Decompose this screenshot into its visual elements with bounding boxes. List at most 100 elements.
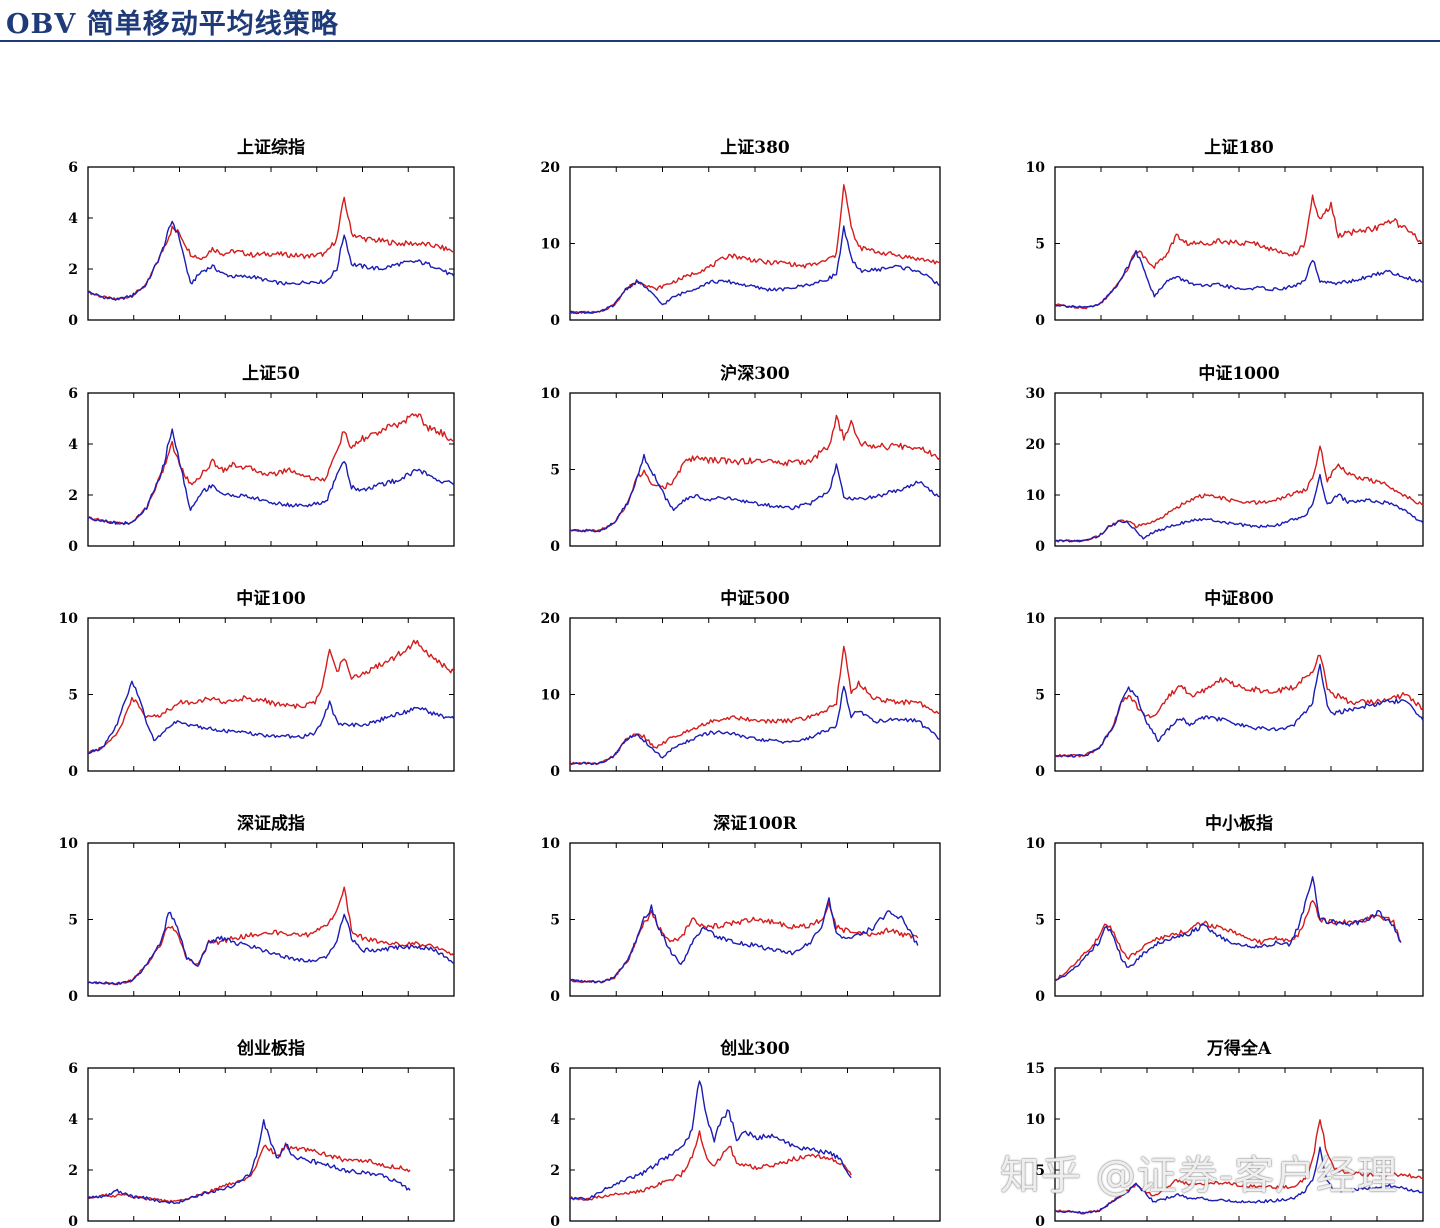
series-line-red <box>570 184 941 314</box>
y-tick-label: 20 <box>541 611 561 627</box>
chart-panel: 上证综指 0 2 4 6 <box>68 137 455 329</box>
series-line-red <box>1054 445 1424 543</box>
watermark: 知乎 @证券-客户经理 <box>1000 1153 1399 1199</box>
y-tick-label: 0 <box>1035 539 1045 555</box>
series-line-blue <box>569 453 941 533</box>
y-tick-label: 0 <box>1035 1214 1045 1228</box>
y-tick-label: 10 <box>541 688 561 704</box>
series-line-red <box>569 1130 852 1201</box>
chart-title: 中小板指 <box>1205 813 1273 834</box>
y-tick-label: 0 <box>550 313 560 329</box>
chart-panel: 中证500 0 10 20 <box>541 588 941 780</box>
y-tick-label: 4 <box>68 437 78 453</box>
chart-title: 中证800 <box>1204 588 1274 609</box>
plot-frame <box>1054 842 1424 997</box>
plot-frame <box>569 1067 941 1222</box>
series-line-red <box>1054 194 1424 310</box>
chart-title: 中证100 <box>236 588 306 609</box>
y-tick-label: 5 <box>68 913 78 929</box>
chart-title: 沪深300 <box>720 363 790 384</box>
chart-panel: 上证50 0 2 4 6 <box>68 364 455 555</box>
y-tick-label: 4 <box>68 1112 78 1128</box>
chart-panel: 创业板指 0 2 4 6 <box>68 1038 455 1228</box>
chart-panel: 上证380 0 10 20 <box>541 138 941 329</box>
series-line-blue <box>87 680 455 754</box>
series-line-red <box>1054 900 1402 983</box>
series-line-blue <box>1054 473 1424 543</box>
series-line-blue <box>87 911 455 986</box>
chart-title: 中证1000 <box>1198 363 1279 384</box>
plot-frame <box>569 617 941 772</box>
chart-panel: 中小板指 0 5 10 <box>1026 813 1424 1005</box>
chart-title: 深证成指 <box>237 813 305 834</box>
y-tick-label: 20 <box>541 160 561 176</box>
series-line-red <box>1054 654 1424 758</box>
y-tick-label: 2 <box>68 262 78 278</box>
chart-panel: 中证1000 0 10 20 30 <box>1026 363 1424 555</box>
y-tick-label: 5 <box>68 688 78 704</box>
plot-frame <box>87 392 455 547</box>
y-tick-label: 10 <box>1026 611 1046 627</box>
y-tick-label: 15 <box>1026 1061 1045 1077</box>
y-tick-label: 10 <box>1026 836 1046 852</box>
series-line-red <box>88 413 455 525</box>
y-tick-label: 6 <box>68 386 78 402</box>
y-tick-label: 20 <box>1026 437 1046 453</box>
y-tick-label: 30 <box>1026 386 1046 402</box>
chart-title: 上证380 <box>720 138 790 158</box>
y-tick-label: 10 <box>541 836 561 852</box>
y-tick-label: 0 <box>550 764 560 780</box>
y-tick-label: 0 <box>1035 989 1045 1005</box>
chart-title: 万得全A <box>1206 1038 1272 1059</box>
y-tick-label: 0 <box>550 989 560 1005</box>
chart-panel: 深证100R 0 5 10 <box>541 813 941 1005</box>
y-tick-label: 0 <box>68 989 78 1005</box>
series-line-red <box>1054 1119 1424 1215</box>
y-tick-label: 10 <box>541 237 561 253</box>
chart-panel: 中证800 0 5 10 <box>1026 588 1424 780</box>
plot-frame <box>569 166 941 321</box>
series-line-red <box>569 902 919 984</box>
y-tick-label: 10 <box>59 836 79 852</box>
series-line-blue <box>87 1119 411 1205</box>
series-line-blue <box>569 897 919 984</box>
chart-title: 创业300 <box>719 1038 790 1059</box>
y-tick-label: 0 <box>550 1214 560 1228</box>
plot-frame <box>87 617 455 772</box>
chart-panel: 上证180 0 5 10 <box>1026 138 1424 329</box>
y-tick-label: 0 <box>68 764 78 780</box>
y-tick-label: 6 <box>68 1061 78 1077</box>
y-tick-label: 5 <box>1035 237 1045 253</box>
y-tick-label: 0 <box>1035 764 1045 780</box>
series-line-blue <box>1054 663 1424 758</box>
series-line-red <box>569 645 941 766</box>
y-tick-label: 4 <box>550 1112 560 1128</box>
series-line-blue <box>1054 1146 1424 1215</box>
header-divider <box>0 40 1440 42</box>
series-line-blue <box>569 225 941 315</box>
chart-panel: 万得全A 0 5 10 15 <box>1026 1038 1424 1228</box>
chart-title: 深证100R <box>713 813 797 834</box>
chart-title: 创业板指 <box>236 1038 305 1059</box>
chart-panel: 中证100 0 5 10 <box>59 588 455 780</box>
chart-title: 上证50 <box>242 364 300 384</box>
page-title: OBV 简单移动平均线策略 <box>6 9 339 40</box>
series-line-red <box>87 196 455 301</box>
series-line-red <box>87 886 455 986</box>
y-tick-label: 5 <box>1035 1163 1045 1179</box>
series-line-blue <box>87 428 455 526</box>
y-tick-label: 10 <box>1026 1112 1046 1128</box>
series-line-red <box>87 639 455 754</box>
series-line-blue <box>1054 876 1402 982</box>
y-tick-label: 0 <box>550 539 560 555</box>
y-tick-label: 10 <box>1026 160 1046 176</box>
y-tick-label: 4 <box>68 211 78 227</box>
y-tick-label: 6 <box>550 1061 560 1077</box>
y-tick-label: 0 <box>1035 313 1045 329</box>
plot-frame <box>87 842 455 997</box>
y-tick-label: 5 <box>550 913 560 929</box>
y-tick-label: 0 <box>68 1214 78 1228</box>
y-tick-label: 5 <box>1035 913 1045 929</box>
y-tick-label: 6 <box>68 160 78 176</box>
